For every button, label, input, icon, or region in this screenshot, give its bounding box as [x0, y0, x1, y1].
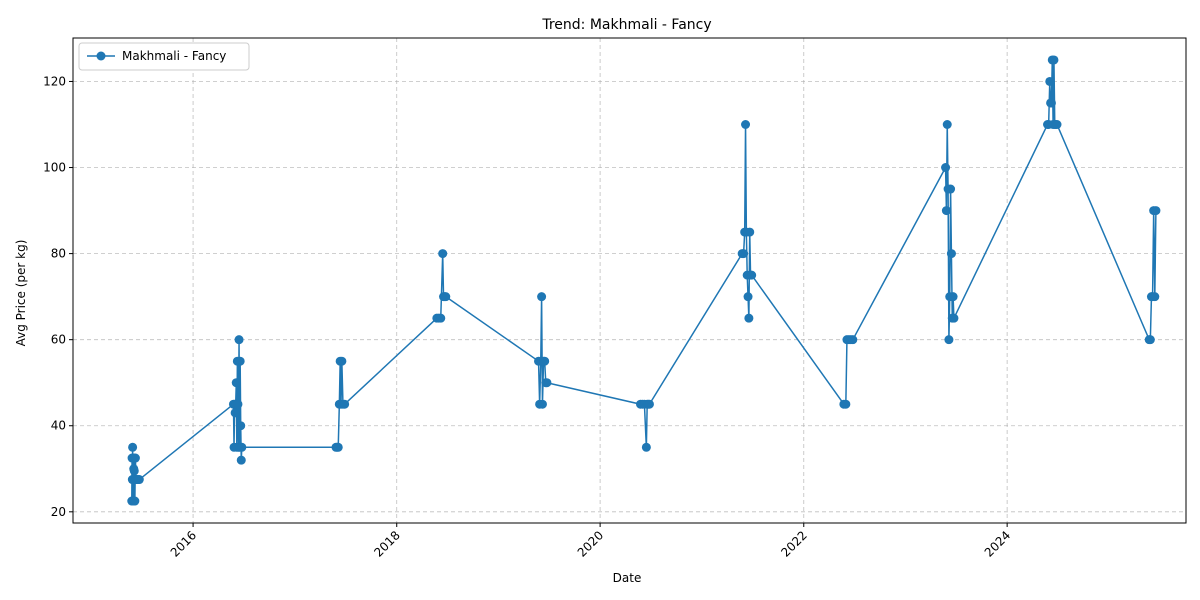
data-point: [744, 313, 754, 323]
legend-marker: [96, 51, 106, 61]
data-point: [233, 399, 243, 409]
data-point: [743, 292, 753, 302]
y-axis: 20 40 60 80 100 120: [43, 74, 73, 519]
data-point: [949, 313, 959, 323]
data-point: [236, 455, 246, 465]
data-point: [438, 249, 448, 259]
data-point: [540, 356, 550, 366]
data-point: [542, 378, 552, 388]
series-layer: [127, 55, 1161, 506]
data-point: [231, 378, 241, 388]
data-point: [234, 335, 244, 345]
data-point: [134, 475, 144, 485]
data-point: [441, 292, 451, 302]
data-point: [1151, 206, 1161, 216]
data-point: [129, 466, 139, 476]
data-point: [1049, 55, 1059, 65]
grid-lines: [73, 38, 1186, 523]
legend-label: Makhmali - Fancy: [122, 49, 226, 63]
y-tick-label: 20: [51, 505, 66, 519]
data-point: [641, 442, 651, 452]
data-point: [948, 292, 958, 302]
data-point: [230, 408, 240, 418]
data-point: [1150, 292, 1160, 302]
data-point: [130, 453, 140, 463]
data-point: [436, 313, 446, 323]
data-point: [946, 184, 956, 194]
data-point: [337, 356, 347, 366]
data-point: [741, 120, 751, 129]
data-point: [1052, 120, 1062, 129]
data-point: [235, 356, 245, 366]
data-point: [237, 442, 247, 452]
data-point: [1046, 98, 1056, 108]
y-tick-label: 80: [51, 247, 66, 261]
y-tick-label: 40: [51, 419, 66, 433]
data-point: [1045, 76, 1055, 86]
y-tick-label: 60: [51, 333, 66, 347]
legend: Makhmali - Fancy: [78, 42, 250, 71]
data-point: [537, 399, 547, 409]
data-point: [128, 442, 138, 452]
data-point: [841, 399, 851, 409]
y-axis-label: Avg Price (per kg): [14, 240, 28, 347]
y-tick-label: 100: [43, 161, 66, 175]
data-point: [644, 399, 654, 409]
data-point: [848, 335, 858, 345]
y-tick-label: 120: [43, 74, 66, 88]
data-point: [747, 270, 757, 280]
x-axis-label: Date: [613, 571, 642, 585]
data-point: [941, 206, 951, 216]
data-point: [942, 120, 952, 129]
plot-area: [72, 37, 1187, 524]
data-point: [1145, 335, 1155, 345]
data-point: [236, 421, 246, 431]
legend-box: [78, 42, 250, 71]
data-point: [941, 163, 951, 173]
data-point: [944, 335, 954, 345]
data-point: [340, 399, 350, 409]
data-point: [739, 249, 749, 259]
data-point: [745, 227, 755, 237]
chart-title: Trend: Makhmali - Fancy: [541, 17, 711, 33]
data-point: [130, 496, 140, 506]
data-point: [333, 442, 343, 452]
data-point: [537, 292, 547, 302]
data-point: [946, 249, 956, 259]
